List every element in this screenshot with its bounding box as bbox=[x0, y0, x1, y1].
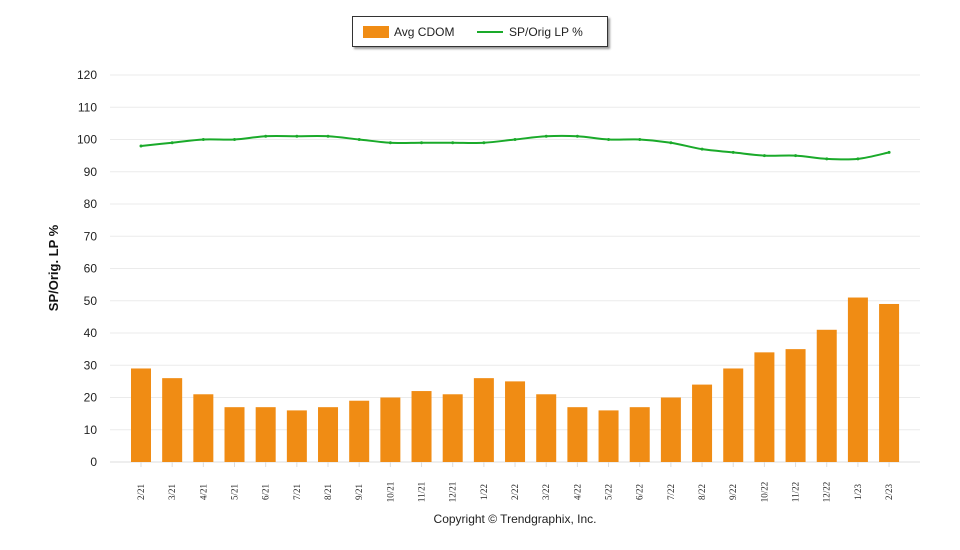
x-tick-label: 2/22 bbox=[510, 484, 520, 500]
x-tick-label: 4/21 bbox=[198, 484, 208, 500]
bar bbox=[286, 410, 307, 462]
bar bbox=[442, 394, 463, 462]
x-tick-label: 12/22 bbox=[822, 482, 832, 503]
y-tick-label: 90 bbox=[84, 165, 98, 179]
bar bbox=[847, 297, 868, 462]
x-tick-label: 7/21 bbox=[292, 484, 302, 500]
bar bbox=[754, 352, 775, 462]
legend-label: Avg CDOM bbox=[394, 25, 455, 39]
legend-label: SP/Orig LP % bbox=[509, 25, 583, 39]
line-point bbox=[420, 141, 424, 145]
x-tick-label: 3/21 bbox=[167, 484, 177, 500]
x-tick-label: 8/21 bbox=[323, 484, 333, 500]
x-tick-label: 1/23 bbox=[853, 484, 863, 501]
line-point bbox=[170, 141, 174, 145]
x-tick-label: 5/22 bbox=[604, 484, 614, 500]
line-point bbox=[794, 154, 798, 158]
line-point bbox=[513, 138, 517, 141]
x-tick-label: 11/21 bbox=[417, 482, 427, 502]
bar bbox=[505, 381, 526, 462]
x-tick-label: 6/21 bbox=[261, 484, 271, 500]
bar bbox=[816, 329, 837, 462]
bar bbox=[660, 397, 681, 462]
bar bbox=[692, 384, 713, 462]
copyright: Copyright © Trendgraphix, Inc. bbox=[433, 512, 597, 526]
x-tick-label: 8/22 bbox=[697, 484, 707, 500]
line-point bbox=[451, 141, 455, 145]
bar bbox=[255, 407, 276, 462]
y-tick-label: 30 bbox=[84, 358, 98, 372]
line-point bbox=[233, 138, 237, 141]
bar bbox=[723, 368, 744, 462]
y-tick-label: 40 bbox=[84, 326, 98, 340]
x-tick-label: 10/22 bbox=[759, 482, 769, 503]
line-point bbox=[638, 138, 642, 141]
bar bbox=[473, 378, 494, 462]
x-tick-label: 7/22 bbox=[666, 484, 676, 500]
bar bbox=[879, 303, 900, 462]
bar bbox=[131, 368, 151, 462]
line-point bbox=[139, 144, 143, 148]
y-tick-label: 0 bbox=[90, 455, 97, 469]
y-axis-label: SP/Orig. LP % bbox=[46, 224, 61, 311]
bar bbox=[380, 397, 401, 462]
x-tick-label: 9/21 bbox=[354, 484, 364, 500]
y-tick-label: 50 bbox=[84, 294, 98, 308]
x-tick-label: 12/21 bbox=[448, 482, 458, 503]
line-point bbox=[825, 157, 829, 161]
bar bbox=[785, 349, 806, 462]
line-point bbox=[264, 134, 268, 138]
bar bbox=[411, 391, 432, 462]
bar bbox=[536, 394, 557, 462]
line-point bbox=[482, 141, 486, 145]
x-tick-label: 2/21 bbox=[136, 484, 146, 500]
line-point bbox=[544, 134, 548, 138]
bar bbox=[193, 394, 214, 462]
x-tick-label: 3/22 bbox=[541, 484, 551, 500]
bar bbox=[349, 400, 370, 462]
x-tick-label: 6/22 bbox=[635, 484, 645, 500]
x-tick-label: 1/22 bbox=[479, 484, 489, 500]
x-tick-label: 10/21 bbox=[385, 482, 395, 503]
line-point bbox=[669, 141, 673, 145]
x-tick-label: 4/22 bbox=[572, 484, 582, 500]
line-point bbox=[607, 138, 611, 141]
y-tick-label: 70 bbox=[84, 229, 98, 243]
line-point bbox=[856, 157, 860, 161]
line-point bbox=[731, 150, 735, 154]
x-tick-label: 9/22 bbox=[728, 484, 738, 500]
legend-item-sp-orig-lp: SP/Orig LP % bbox=[477, 25, 583, 39]
legend-swatch-bar bbox=[363, 26, 389, 38]
y-tick-label: 120 bbox=[77, 68, 97, 82]
x-tick-label: 5/21 bbox=[230, 484, 240, 500]
x-tick-label: 2/23 bbox=[884, 484, 894, 501]
line-point bbox=[575, 134, 579, 138]
bar bbox=[224, 407, 245, 462]
line-point bbox=[762, 154, 766, 158]
bar bbox=[567, 407, 588, 462]
y-tick-label: 10 bbox=[84, 423, 98, 437]
line-point bbox=[357, 138, 361, 141]
y-tick-label: 110 bbox=[78, 100, 97, 114]
legend-swatch-line bbox=[477, 31, 503, 33]
y-tick-label: 20 bbox=[84, 391, 98, 405]
line-point bbox=[388, 141, 392, 145]
line-point bbox=[295, 134, 299, 138]
y-tick-label: 100 bbox=[77, 133, 97, 147]
legend: Avg CDOM SP/Orig LP % bbox=[352, 16, 608, 47]
legend-item-avg-cdom: Avg CDOM bbox=[363, 25, 454, 39]
bar bbox=[318, 407, 339, 462]
x-tick-label: 11/22 bbox=[791, 482, 801, 502]
line-point bbox=[326, 134, 330, 138]
bar bbox=[629, 407, 650, 462]
y-tick-label: 80 bbox=[84, 197, 98, 211]
bar bbox=[162, 378, 183, 462]
y-tick-label: 60 bbox=[84, 262, 98, 276]
line-point bbox=[201, 138, 205, 141]
line-point bbox=[700, 147, 704, 151]
line-point bbox=[887, 150, 891, 154]
bar bbox=[598, 410, 619, 462]
